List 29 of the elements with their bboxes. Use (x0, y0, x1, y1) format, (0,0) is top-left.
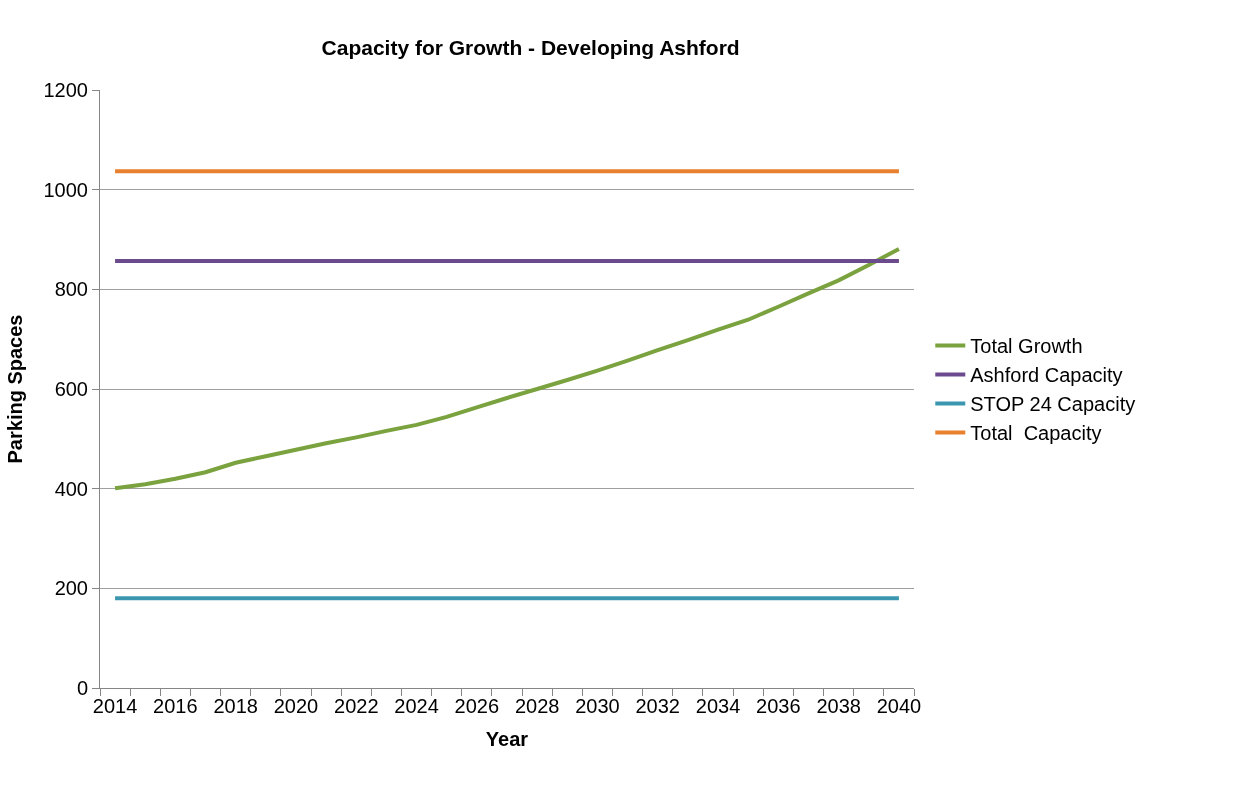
legend-label: STOP 24 Capacity (970, 393, 1136, 416)
x-tick-label: 2020 (273, 695, 319, 717)
x-tick-label: 2040 (876, 695, 922, 717)
x-tick-label: 2026 (454, 695, 500, 717)
x-axis-title: Year (485, 727, 529, 750)
line-series (113, 246, 901, 491)
y-tick-label: 400 (54, 477, 88, 500)
y-tick-label: 1000 (43, 178, 88, 201)
legend-label: Total Capacity (970, 422, 1102, 445)
x-tick-label: 2028 (514, 695, 560, 717)
y-axis-title: Parking Spaces (4, 314, 26, 464)
y-tick-label: 800 (54, 278, 88, 301)
x-tick-label: 2030 (575, 695, 620, 717)
y-tick-label: 1200 (43, 79, 88, 101)
x-tick-label: 2038 (816, 695, 861, 717)
x-tick-label: 2022 (334, 695, 379, 717)
x-tick-label: 2036 (756, 695, 801, 717)
x-tick-label: 2018 (213, 695, 258, 717)
legend-label: Total Growth (970, 335, 1083, 358)
x-tick-label: 2014 (92, 695, 138, 717)
x-tick-label: 2016 (153, 695, 198, 717)
x-tick-label: 2024 (394, 695, 439, 717)
chart-title: Capacity for Growth - Developing Ashford (321, 35, 740, 59)
x-tick-label: 2032 (635, 695, 680, 717)
y-tick-label: 0 (76, 677, 88, 699)
y-tick-label: 200 (54, 577, 88, 600)
x-tick-label: 2034 (695, 695, 741, 717)
legend-label: Ashford Capacity (970, 364, 1123, 387)
y-tick-label: 600 (54, 378, 88, 400)
